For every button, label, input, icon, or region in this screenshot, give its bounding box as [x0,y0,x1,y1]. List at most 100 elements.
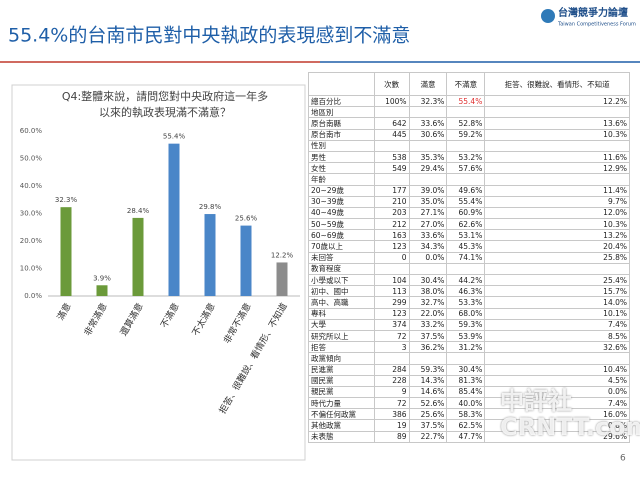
logo-icon [541,9,555,23]
cell: 538 [373,150,410,164]
cell [408,139,448,152]
cell: 52.6% [408,397,448,410]
cell: 14.3% [408,374,448,387]
chart-frame [11,84,306,461]
data-label: 28.4% [127,207,150,215]
cell: 19 [373,419,410,432]
header-cell: 次數 [373,72,410,96]
table-row: 未表態 89 22.7% 47.7% 29.6% [308,430,630,443]
x-tick-label: 不滿意 [158,301,182,330]
table-row: 拒答 3 36.2% 31.2% 32.6% [308,341,630,354]
cell: 33.6% [408,229,448,242]
x-tick-label: 非常不滿意 [221,301,254,346]
cell: 55.4% [446,195,486,208]
cell: 44.2% [446,273,486,287]
table-row: 高中、高職 299 32.7% 53.3% 14.0% [308,296,630,309]
cell: 15.7% [484,285,630,298]
row-label: 大學 [308,318,375,331]
cell: 85.4% [446,385,486,399]
row-label: 50~59歲 [308,218,375,231]
y-tick-label: 10.0% [20,265,43,273]
cell: 59.2% [446,128,486,141]
data-label: 55.4% [163,133,186,141]
cell: 10.4% [484,363,630,376]
cell: 33.2% [408,318,448,331]
watermark: 中評社 CRNTT.com [500,388,640,440]
row-label: 國民黨 [308,374,375,387]
row-label: 專科 [308,307,375,320]
table-row: 30~39歲 210 35.0% 55.4% 9.7% [308,195,630,208]
row-label: 未表態 [308,430,375,443]
cell: 25.8% [484,251,630,264]
cell: 445 [373,128,410,141]
table-row: 大學 374 33.2% 59.3% 7.4% [308,318,630,331]
cell: 0.0% [408,251,448,264]
cell: 46.3% [446,285,486,298]
table-row: 時代力量 72 52.6% 40.0% 7.4% [308,397,630,410]
row-label: 不偏任何政黨 [308,408,375,421]
table-row: 總百分比 100% 32.3% 55.4% 12.2% [308,94,630,108]
row-label: 時代力量 [308,397,375,410]
cell [408,173,448,186]
bar [168,143,180,296]
x-tick-label: 非常滿意 [81,301,109,338]
cell: 34.3% [408,240,448,253]
cell: 29.6% [484,430,630,443]
cell: 374 [373,318,410,331]
cell [373,173,410,186]
table-row: 國民黨 228 14.3% 81.3% 4.5% [308,374,630,387]
row-label: 70歲以上 [308,240,375,253]
cell: 62.6% [446,218,486,231]
cell [484,352,630,365]
logo-sub: Taiwan Competitiveness Forum [557,22,636,28]
cell: 74.1% [446,251,486,264]
row-label: 30~39歲 [308,195,375,208]
header-cell: 不滿意 [446,72,486,96]
table-row: 研究所以上 72 37.5% 53.9% 8.5% [308,329,630,343]
cell: 10.3% [484,218,630,231]
cell: 81.3% [446,374,486,387]
cell: 212 [373,218,410,231]
watermark-text: 中評社 [500,387,572,415]
cell [446,173,486,186]
slide-title: 55.4%的台南市民對中央執政的表現感到不滿意 [8,25,410,47]
cell: 37.5% [408,419,448,432]
table-row: 男性 538 35.3% 53.2% 11.6% [308,150,630,164]
header-cell: 拒答、很難說、看情形、不知道 [484,72,630,96]
row-label: 親民黨 [308,385,375,399]
cell: 72 [373,397,410,410]
table-row: 性別 [308,139,630,152]
bar [96,285,108,296]
cell: 20.4% [484,240,630,253]
cell: 58.3% [446,408,486,421]
cell: 45.3% [446,240,486,253]
cell: 33.6% [408,117,448,130]
bar [240,225,252,296]
table-row: 專科 123 22.0% 68.0% 10.1% [308,307,630,320]
cell: 53.1% [446,229,486,242]
row-label: 高中、高職 [308,296,375,309]
cell: 163 [373,229,410,242]
row-label: 性別 [308,139,375,152]
data-label: 25.6% [235,215,258,223]
chart-title: Q4:整體來說，請問您對中央政府這一年多 [62,89,268,103]
cell: 284 [373,363,410,376]
cell [373,262,410,276]
cell: 32.3% [408,94,448,108]
cell: 30.4% [446,363,486,376]
cell [484,173,630,186]
data-label: 12.2% [271,251,294,259]
table-row: 政黨傾向 [308,352,630,365]
cell: 7.4% [484,318,630,331]
cell: 30.4% [408,273,448,287]
x-tick-label: 不太滿意 [189,301,217,338]
table-row: 不偏任何政黨 386 25.6% 58.3% 16.0% [308,408,630,421]
row-label: 原台南市 [308,128,375,141]
cell: 4.5% [484,374,630,387]
table-row: 初中、國中 113 38.0% 46.3% 15.7% [308,285,630,298]
cell: 386 [373,408,410,421]
cell [484,262,630,276]
cell: 549 [373,162,410,175]
cell: 25.6% [408,408,448,421]
